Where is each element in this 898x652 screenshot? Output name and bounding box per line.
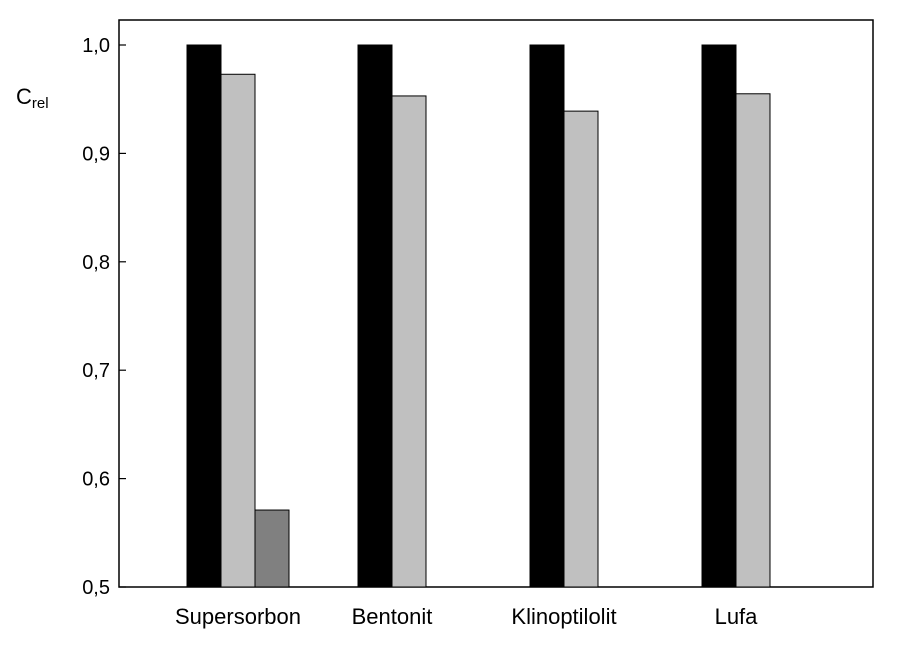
y-tick-label: 0,5 bbox=[82, 577, 110, 599]
x-category-label-bentonit: Bentonit bbox=[352, 604, 433, 629]
bar-klinoptilolit-series-2 bbox=[563, 110, 599, 588]
x-category-label-klinoptilolit: Klinoptilolit bbox=[511, 604, 616, 629]
bar-lufa-series-2 bbox=[735, 93, 771, 588]
x-category-label-lufa: Lufa bbox=[715, 604, 759, 629]
bar-supersorbon-series-1 bbox=[186, 44, 222, 588]
y-tick-label: 0,6 bbox=[82, 469, 110, 491]
y-tick-label: 0,8 bbox=[82, 252, 110, 274]
bar-bentonit-series-1 bbox=[357, 44, 393, 588]
y-axis: 0,5 0,6 0,7 0,8 0,9 1,0 bbox=[82, 35, 126, 599]
y-axis-label-sub: rel bbox=[32, 95, 49, 112]
bars-group bbox=[186, 44, 771, 588]
y-axis-label-main: C bbox=[16, 84, 32, 109]
x-category-label-supersorbon: Supersorbon bbox=[175, 604, 301, 629]
bar-supersorbon-series-2 bbox=[220, 73, 256, 588]
bar-lufa-series-1 bbox=[701, 44, 737, 588]
y-tick-label: 1,0 bbox=[82, 35, 110, 57]
x-axis: Supersorbon Bentonit Klinoptilolit Lufa bbox=[175, 604, 758, 629]
y-axis-label: Crel bbox=[16, 84, 49, 112]
bar-bentonit-series-2 bbox=[391, 95, 427, 588]
bar-supersorbon-series-3 bbox=[254, 509, 290, 588]
bar-klinoptilolit-series-1 bbox=[529, 44, 565, 588]
y-tick-label: 0,9 bbox=[82, 143, 110, 165]
y-tick-label: 0,7 bbox=[82, 360, 110, 382]
